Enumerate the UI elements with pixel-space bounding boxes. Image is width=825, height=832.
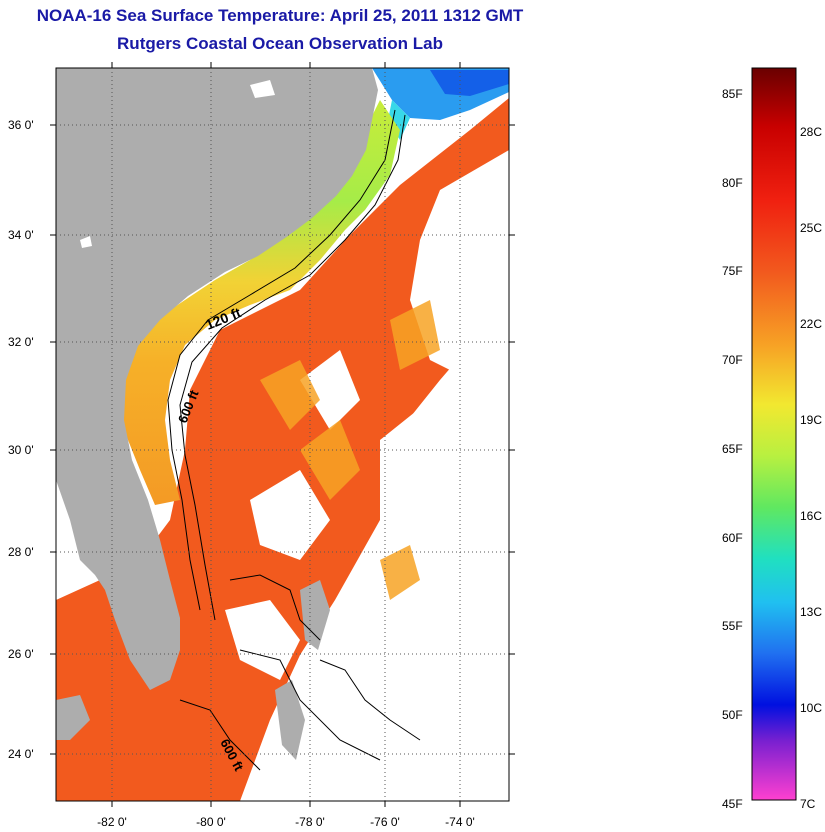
colorbar-f-label: 55F [722, 619, 743, 633]
lon-label: -78 0' [295, 815, 325, 829]
lat-label: 24 0' [8, 747, 34, 761]
colorbar-c-label: 16C [800, 509, 822, 523]
map-subtitle: Rutgers Coastal Ocean Observation Lab [117, 34, 443, 53]
colorbar-f-label: 85F [722, 87, 743, 101]
lat-label: 30 0' [8, 443, 34, 457]
colorbar-f-label: 50F [722, 708, 743, 722]
lon-label: -74 0' [445, 815, 475, 829]
colorbar-f-label: 65F [722, 442, 743, 456]
lat-label: 28 0' [8, 545, 34, 559]
colorbar-f-label: 70F [722, 353, 743, 367]
sst-map: 36 0' 34 0' 32 0' 30 0' 28 0' 26 0' 24 0… [8, 62, 515, 829]
temperature-colorbar: 85F 80F 75F 70F 65F 60F 55F 50F 45F 28C … [722, 67, 822, 811]
colorbar-c-label: 28C [800, 125, 822, 139]
colorbar-f-label: 45F [722, 797, 743, 811]
lon-label: -82 0' [97, 815, 127, 829]
us-landmass [56, 68, 378, 690]
colorbar-c-label: 10C [800, 701, 822, 715]
colorbar-f-label: 75F [722, 264, 743, 278]
lat-label: 32 0' [8, 335, 34, 349]
colorbar-f-label: 60F [722, 531, 743, 545]
lat-label: 26 0' [8, 647, 34, 661]
map-title: NOAA-16 Sea Surface Temperature: April 2… [36, 6, 524, 25]
lon-label: -80 0' [196, 815, 226, 829]
colorbar-f-label: 80F [722, 176, 743, 190]
colorbar-c-label: 19C [800, 413, 822, 427]
colorbar-c-label: 25C [800, 221, 822, 235]
lat-label: 34 0' [8, 228, 34, 242]
cloud-gaps [225, 150, 509, 801]
lon-label: -76 0' [370, 815, 400, 829]
colorbar-c-label: 7C [800, 797, 816, 811]
colorbar-c-label: 13C [800, 605, 822, 619]
colorbar-gradient [751, 67, 797, 801]
lat-label: 36 0' [8, 118, 34, 132]
colorbar-c-label: 22C [800, 317, 822, 331]
